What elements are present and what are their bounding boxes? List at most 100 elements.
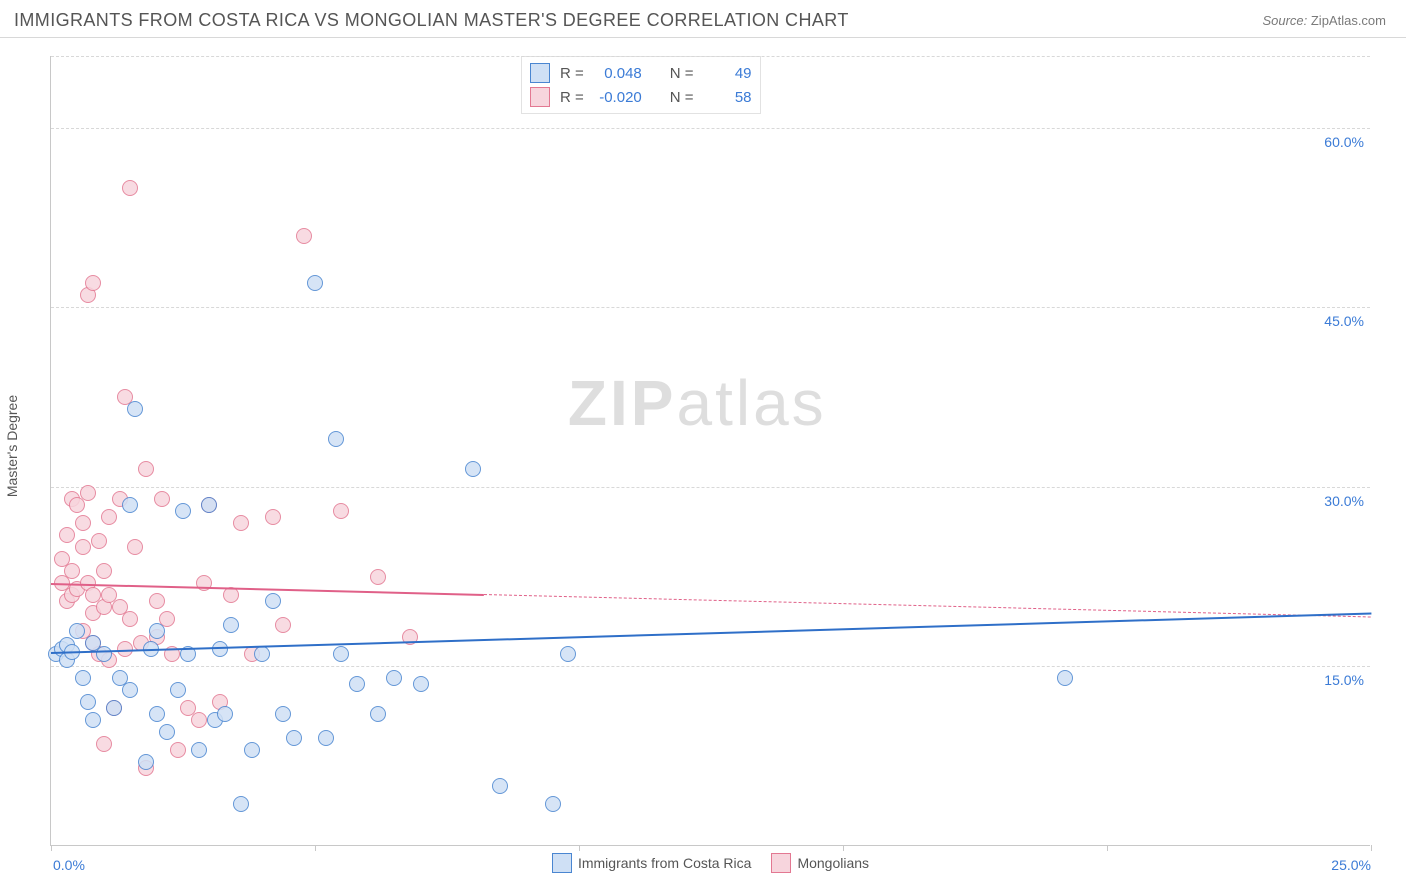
y-tick-label: 15.0% xyxy=(1324,672,1364,688)
scatter-point-a xyxy=(307,275,323,291)
scatter-point-a xyxy=(85,712,101,728)
scatter-point-a xyxy=(286,730,302,746)
scatter-point-a xyxy=(370,706,386,722)
scatter-point-a xyxy=(80,694,96,710)
scatter-point-a xyxy=(175,503,191,519)
scatter-point-b xyxy=(149,593,165,609)
scatter-point-a xyxy=(69,623,85,639)
scatter-point-a xyxy=(328,431,344,447)
source-name: ZipAtlas.com xyxy=(1311,13,1386,28)
x-tick xyxy=(51,845,52,851)
scatter-point-a xyxy=(349,676,365,692)
scatter-point-b xyxy=(191,712,207,728)
correlation-legend: R = 0.048 N = 49 R = -0.020 N = 58 xyxy=(521,56,761,114)
swatch-series-a xyxy=(552,853,572,873)
scatter-point-b xyxy=(75,539,91,555)
scatter-point-a xyxy=(122,497,138,513)
scatter-point-a xyxy=(149,706,165,722)
scatter-point-a xyxy=(386,670,402,686)
swatch-series-a xyxy=(530,63,550,83)
gridline xyxy=(51,666,1370,667)
scatter-point-a xyxy=(149,623,165,639)
scatter-point-b xyxy=(122,180,138,196)
watermark-rest: atlas xyxy=(676,367,826,439)
scatter-point-b xyxy=(138,461,154,477)
scatter-point-a xyxy=(217,706,233,722)
scatter-point-b xyxy=(96,563,112,579)
gridline xyxy=(51,307,1370,308)
scatter-point-b xyxy=(122,611,138,627)
y-tick-label: 45.0% xyxy=(1324,313,1364,329)
n-label: N = xyxy=(670,65,694,82)
scatter-point-a xyxy=(96,646,112,662)
gridline xyxy=(51,487,1370,488)
n-value-a: 49 xyxy=(704,65,752,82)
x-tick-label: 0.0% xyxy=(53,857,85,873)
scatter-point-b xyxy=(370,569,386,585)
scatter-point-a xyxy=(413,676,429,692)
scatter-point-a xyxy=(75,670,91,686)
scatter-point-a xyxy=(159,724,175,740)
x-tick-label: 25.0% xyxy=(1331,857,1371,873)
r-label: R = xyxy=(560,65,584,82)
scatter-point-b xyxy=(59,527,75,543)
scatter-point-b xyxy=(101,509,117,525)
scatter-point-a xyxy=(122,682,138,698)
scatter-point-b xyxy=(85,275,101,291)
x-tick xyxy=(315,845,316,851)
scatter-point-a xyxy=(223,617,239,633)
scatter-point-b xyxy=(117,641,133,657)
legend-row-series-a: R = 0.048 N = 49 xyxy=(530,61,752,85)
series-a-label: Immigrants from Costa Rica xyxy=(578,855,751,871)
legend-item-series-b: Mongolians xyxy=(771,853,869,873)
r-label: R = xyxy=(560,89,584,106)
gridline xyxy=(51,128,1370,129)
series-legend: Immigrants from Costa Rica Mongolians xyxy=(51,853,1370,873)
scatter-point-a xyxy=(560,646,576,662)
x-tick xyxy=(579,845,580,851)
trend-line xyxy=(51,613,1371,654)
scatter-point-a xyxy=(318,730,334,746)
n-value-b: 58 xyxy=(704,89,752,106)
scatter-point-b xyxy=(275,617,291,633)
scatter-point-a xyxy=(275,706,291,722)
scatter-point-a xyxy=(465,461,481,477)
scatter-point-b xyxy=(64,563,80,579)
scatter-point-b xyxy=(75,515,91,531)
scatter-point-a xyxy=(545,796,561,812)
r-value-a: 0.048 xyxy=(594,65,642,82)
scatter-point-b xyxy=(170,742,186,758)
scatter-point-b xyxy=(91,533,107,549)
scatter-point-b xyxy=(233,515,249,531)
scatter-point-b xyxy=(296,228,312,244)
scatter-point-b xyxy=(154,491,170,507)
watermark-bold: ZIP xyxy=(568,367,677,439)
scatter-point-a xyxy=(333,646,349,662)
x-tick xyxy=(1371,845,1372,851)
y-axis-title: Master's Degree xyxy=(4,395,20,497)
watermark: ZIPatlas xyxy=(568,366,827,440)
scatter-point-a xyxy=(138,754,154,770)
x-tick xyxy=(1107,845,1108,851)
scatter-plot: ZIPatlas R = 0.048 N = 49 R = -0.020 N =… xyxy=(50,56,1370,846)
legend-row-series-b: R = -0.020 N = 58 xyxy=(530,85,752,109)
scatter-point-a xyxy=(244,742,260,758)
n-label: N = xyxy=(670,89,694,106)
source-prefix: Source: xyxy=(1262,13,1310,28)
scatter-point-a xyxy=(492,778,508,794)
chart-title: IMMIGRANTS FROM COSTA RICA VS MONGOLIAN … xyxy=(14,10,849,31)
swatch-series-b xyxy=(530,87,550,107)
series-b-label: Mongolians xyxy=(797,855,869,871)
y-tick-label: 60.0% xyxy=(1324,134,1364,150)
scatter-point-a xyxy=(170,682,186,698)
x-tick xyxy=(843,845,844,851)
scatter-point-a xyxy=(127,401,143,417)
scatter-point-b xyxy=(96,736,112,752)
scatter-point-b xyxy=(265,509,281,525)
scatter-point-b xyxy=(80,485,96,501)
scatter-point-a xyxy=(191,742,207,758)
y-tick-label: 30.0% xyxy=(1324,493,1364,509)
legend-item-series-a: Immigrants from Costa Rica xyxy=(552,853,751,873)
scatter-point-a xyxy=(254,646,270,662)
scatter-point-b xyxy=(127,539,143,555)
